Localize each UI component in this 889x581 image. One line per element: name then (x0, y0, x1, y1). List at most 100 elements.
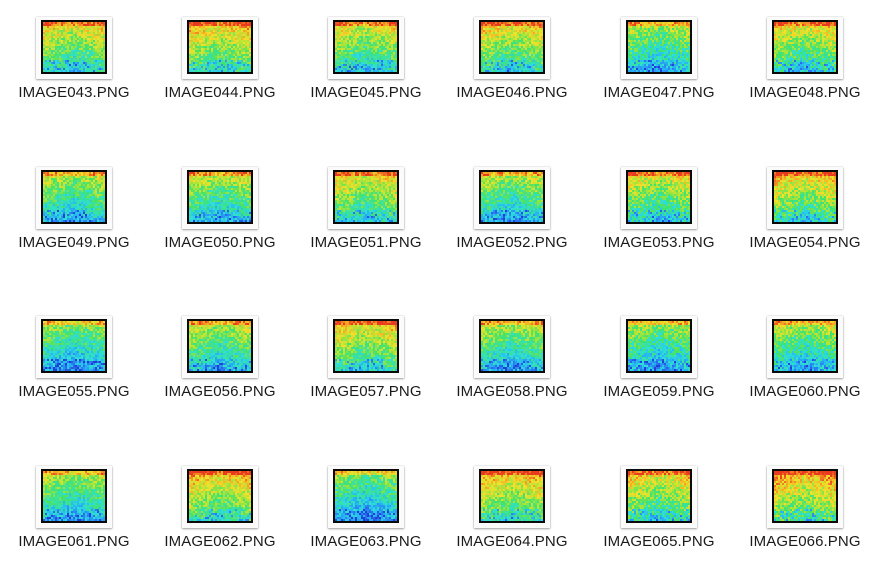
file-item[interactable]: IMAGE043.PNG (4, 0, 144, 130)
heatmap-image-icon (333, 170, 399, 224)
file-item[interactable]: IMAGE064.PNG (442, 449, 582, 579)
file-name-label[interactable]: IMAGE059.PNG (603, 383, 715, 400)
file-thumbnail[interactable] (767, 466, 843, 528)
file-item[interactable]: IMAGE045.PNG (296, 0, 436, 130)
file-name-label[interactable]: IMAGE062.PNG (164, 533, 276, 550)
thumbnail-preview (43, 172, 105, 222)
file-thumbnail[interactable] (36, 466, 112, 528)
file-thumbnail[interactable] (328, 466, 404, 528)
thumbnail-preview (189, 471, 251, 521)
file-item[interactable]: IMAGE044.PNG (150, 0, 290, 130)
file-thumbnail[interactable] (182, 316, 258, 378)
file-item[interactable]: IMAGE062.PNG (150, 449, 290, 579)
file-thumbnail[interactable] (474, 17, 550, 79)
file-name-label[interactable]: IMAGE046.PNG (456, 84, 568, 101)
file-name-label[interactable]: IMAGE052.PNG (456, 234, 568, 251)
file-thumbnail[interactable] (36, 167, 112, 229)
file-name-label[interactable]: IMAGE065.PNG (603, 533, 715, 550)
file-item[interactable]: IMAGE057.PNG (296, 299, 436, 429)
heatmap-image-icon (41, 469, 107, 523)
file-name-label[interactable]: IMAGE043.PNG (18, 84, 130, 101)
file-thumbnail[interactable] (474, 167, 550, 229)
file-item[interactable]: IMAGE053.PNG (589, 150, 729, 280)
file-thumbnail[interactable] (621, 466, 697, 528)
thumbnail-preview (481, 22, 543, 72)
file-item[interactable]: IMAGE051.PNG (296, 150, 436, 280)
file-thumbnail[interactable] (767, 316, 843, 378)
heatmap-image-icon (626, 170, 692, 224)
file-item[interactable]: IMAGE055.PNG (4, 299, 144, 429)
heatmap-image-icon (187, 20, 253, 74)
thumbnail-preview (43, 22, 105, 72)
heatmap-image-icon (333, 319, 399, 373)
file-thumbnail[interactable] (621, 167, 697, 229)
file-name-label[interactable]: IMAGE056.PNG (164, 383, 276, 400)
file-item[interactable]: IMAGE060.PNG (735, 299, 875, 429)
file-name-label[interactable]: IMAGE049.PNG (18, 234, 130, 251)
thumbnail-preview (628, 471, 690, 521)
file-item[interactable]: IMAGE049.PNG (4, 150, 144, 280)
file-item[interactable]: IMAGE046.PNG (442, 0, 582, 130)
file-name-label[interactable]: IMAGE054.PNG (749, 234, 861, 251)
file-name-label[interactable]: IMAGE057.PNG (310, 383, 422, 400)
file-thumbnail[interactable] (182, 17, 258, 79)
file-thumbnail[interactable] (328, 17, 404, 79)
file-name-label[interactable]: IMAGE061.PNG (18, 533, 130, 550)
file-item[interactable]: IMAGE048.PNG (735, 0, 875, 130)
file-name-label[interactable]: IMAGE060.PNG (749, 383, 861, 400)
file-thumbnail[interactable] (767, 17, 843, 79)
file-name-label[interactable]: IMAGE050.PNG (164, 234, 276, 251)
file-name-label[interactable]: IMAGE048.PNG (749, 84, 861, 101)
thumbnail-preview (481, 471, 543, 521)
file-name-label[interactable]: IMAGE053.PNG (603, 234, 715, 251)
file-item[interactable]: IMAGE052.PNG (442, 150, 582, 280)
file-thumbnail[interactable] (36, 316, 112, 378)
heatmap-image-icon (41, 20, 107, 74)
file-item[interactable]: IMAGE056.PNG (150, 299, 290, 429)
file-item[interactable]: IMAGE063.PNG (296, 449, 436, 579)
file-thumbnail[interactable] (36, 17, 112, 79)
thumbnail-preview (335, 172, 397, 222)
thumbnail-preview (335, 471, 397, 521)
file-name-label[interactable]: IMAGE058.PNG (456, 383, 568, 400)
file-thumbnail[interactable] (328, 316, 404, 378)
thumbnail-preview (43, 471, 105, 521)
file-item[interactable]: IMAGE050.PNG (150, 150, 290, 280)
file-item[interactable]: IMAGE066.PNG (735, 449, 875, 579)
file-name-label[interactable]: IMAGE066.PNG (749, 533, 861, 550)
file-name-label[interactable]: IMAGE063.PNG (310, 533, 422, 550)
file-thumbnail[interactable] (182, 167, 258, 229)
file-thumbnail[interactable] (474, 316, 550, 378)
file-thumbnail[interactable] (182, 466, 258, 528)
file-thumbnail[interactable] (328, 167, 404, 229)
file-name-label[interactable]: IMAGE045.PNG (310, 84, 422, 101)
file-thumbnail[interactable] (474, 466, 550, 528)
thumbnail-preview (189, 321, 251, 371)
file-thumbnail[interactable] (621, 316, 697, 378)
file-thumbnail[interactable] (767, 167, 843, 229)
thumbnail-preview (774, 321, 836, 371)
file-name-label[interactable]: IMAGE047.PNG (603, 84, 715, 101)
heatmap-image-icon (626, 20, 692, 74)
heatmap-image-icon (187, 319, 253, 373)
file-item[interactable]: IMAGE065.PNG (589, 449, 729, 579)
thumbnail-preview (43, 321, 105, 371)
heatmap-image-icon (772, 170, 838, 224)
file-name-label[interactable]: IMAGE051.PNG (310, 234, 422, 251)
file-name-label[interactable]: IMAGE064.PNG (456, 533, 568, 550)
thumbnail-preview (335, 22, 397, 72)
file-item[interactable]: IMAGE059.PNG (589, 299, 729, 429)
thumbnail-preview (774, 22, 836, 72)
file-item[interactable]: IMAGE054.PNG (735, 150, 875, 280)
file-item[interactable]: IMAGE047.PNG (589, 0, 729, 130)
file-name-label[interactable]: IMAGE055.PNG (18, 383, 130, 400)
thumbnail-preview (481, 172, 543, 222)
file-name-label[interactable]: IMAGE044.PNG (164, 84, 276, 101)
file-item[interactable]: IMAGE058.PNG (442, 299, 582, 429)
heatmap-image-icon (772, 469, 838, 523)
file-item[interactable]: IMAGE061.PNG (4, 449, 144, 579)
thumbnail-preview (628, 22, 690, 72)
file-thumbnail[interactable] (621, 17, 697, 79)
heatmap-image-icon (187, 469, 253, 523)
